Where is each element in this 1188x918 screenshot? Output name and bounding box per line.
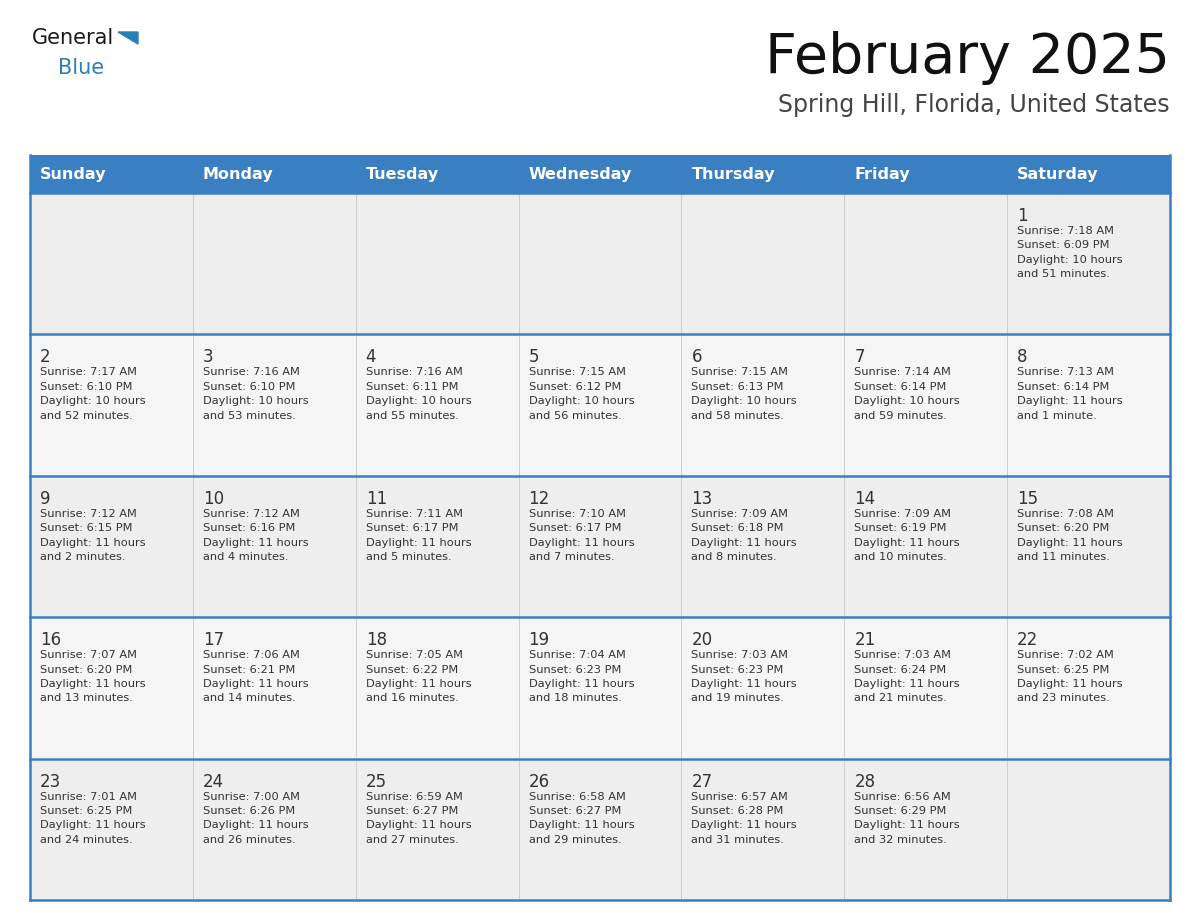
Bar bbox=[30, 155, 1170, 193]
Text: Sunrise: 6:59 AM
Sunset: 6:27 PM
Daylight: 11 hours
and 27 minutes.: Sunrise: 6:59 AM Sunset: 6:27 PM Dayligh… bbox=[366, 791, 472, 845]
Text: Sunrise: 7:12 AM
Sunset: 6:15 PM
Daylight: 11 hours
and 2 minutes.: Sunrise: 7:12 AM Sunset: 6:15 PM Dayligh… bbox=[40, 509, 146, 562]
Text: 6: 6 bbox=[691, 349, 702, 366]
Text: 2: 2 bbox=[40, 349, 51, 366]
Text: General: General bbox=[32, 28, 114, 48]
Text: February 2025: February 2025 bbox=[765, 31, 1170, 85]
Text: Sunrise: 7:11 AM
Sunset: 6:17 PM
Daylight: 11 hours
and 5 minutes.: Sunrise: 7:11 AM Sunset: 6:17 PM Dayligh… bbox=[366, 509, 472, 562]
Text: Sunrise: 6:58 AM
Sunset: 6:27 PM
Daylight: 11 hours
and 29 minutes.: Sunrise: 6:58 AM Sunset: 6:27 PM Dayligh… bbox=[529, 791, 634, 845]
Text: 28: 28 bbox=[854, 773, 876, 790]
Bar bbox=[30, 617, 1170, 758]
Text: Thursday: Thursday bbox=[691, 166, 775, 182]
Text: Sunrise: 7:00 AM
Sunset: 6:26 PM
Daylight: 11 hours
and 26 minutes.: Sunrise: 7:00 AM Sunset: 6:26 PM Dayligh… bbox=[203, 791, 309, 845]
Text: Spring Hill, Florida, United States: Spring Hill, Florida, United States bbox=[778, 93, 1170, 117]
Text: Sunrise: 7:03 AM
Sunset: 6:24 PM
Daylight: 11 hours
and 21 minutes.: Sunrise: 7:03 AM Sunset: 6:24 PM Dayligh… bbox=[854, 650, 960, 703]
Text: 16: 16 bbox=[40, 632, 61, 649]
Text: Sunrise: 7:13 AM
Sunset: 6:14 PM
Daylight: 11 hours
and 1 minute.: Sunrise: 7:13 AM Sunset: 6:14 PM Dayligh… bbox=[1017, 367, 1123, 420]
Text: 11: 11 bbox=[366, 490, 387, 508]
Text: Sunrise: 7:01 AM
Sunset: 6:25 PM
Daylight: 11 hours
and 24 minutes.: Sunrise: 7:01 AM Sunset: 6:25 PM Dayligh… bbox=[40, 791, 146, 845]
Text: 21: 21 bbox=[854, 632, 876, 649]
Text: Blue: Blue bbox=[58, 58, 105, 78]
Bar bbox=[30, 334, 1170, 476]
Text: 19: 19 bbox=[529, 632, 550, 649]
Text: 1: 1 bbox=[1017, 207, 1028, 225]
Text: Sunrise: 7:16 AM
Sunset: 6:10 PM
Daylight: 10 hours
and 53 minutes.: Sunrise: 7:16 AM Sunset: 6:10 PM Dayligh… bbox=[203, 367, 309, 420]
Text: Monday: Monday bbox=[203, 166, 273, 182]
Text: 13: 13 bbox=[691, 490, 713, 508]
Text: Sunrise: 6:57 AM
Sunset: 6:28 PM
Daylight: 11 hours
and 31 minutes.: Sunrise: 6:57 AM Sunset: 6:28 PM Dayligh… bbox=[691, 791, 797, 845]
Text: Sunrise: 7:02 AM
Sunset: 6:25 PM
Daylight: 11 hours
and 23 minutes.: Sunrise: 7:02 AM Sunset: 6:25 PM Dayligh… bbox=[1017, 650, 1123, 703]
Text: Sunrise: 7:09 AM
Sunset: 6:19 PM
Daylight: 11 hours
and 10 minutes.: Sunrise: 7:09 AM Sunset: 6:19 PM Dayligh… bbox=[854, 509, 960, 562]
Text: 10: 10 bbox=[203, 490, 225, 508]
Text: 7: 7 bbox=[854, 349, 865, 366]
Text: 5: 5 bbox=[529, 349, 539, 366]
Text: 3: 3 bbox=[203, 349, 214, 366]
Text: Sunrise: 7:16 AM
Sunset: 6:11 PM
Daylight: 10 hours
and 55 minutes.: Sunrise: 7:16 AM Sunset: 6:11 PM Dayligh… bbox=[366, 367, 472, 420]
Text: 17: 17 bbox=[203, 632, 225, 649]
Text: Saturday: Saturday bbox=[1017, 166, 1099, 182]
Bar bbox=[30, 476, 1170, 617]
Text: 24: 24 bbox=[203, 773, 225, 790]
Bar bbox=[30, 193, 1170, 334]
Text: Sunrise: 7:18 AM
Sunset: 6:09 PM
Daylight: 10 hours
and 51 minutes.: Sunrise: 7:18 AM Sunset: 6:09 PM Dayligh… bbox=[1017, 226, 1123, 279]
Polygon shape bbox=[118, 32, 138, 44]
Text: Sunrise: 7:05 AM
Sunset: 6:22 PM
Daylight: 11 hours
and 16 minutes.: Sunrise: 7:05 AM Sunset: 6:22 PM Dayligh… bbox=[366, 650, 472, 703]
Text: 9: 9 bbox=[40, 490, 51, 508]
Text: Sunrise: 7:15 AM
Sunset: 6:12 PM
Daylight: 10 hours
and 56 minutes.: Sunrise: 7:15 AM Sunset: 6:12 PM Dayligh… bbox=[529, 367, 634, 420]
Text: Sunrise: 7:03 AM
Sunset: 6:23 PM
Daylight: 11 hours
and 19 minutes.: Sunrise: 7:03 AM Sunset: 6:23 PM Dayligh… bbox=[691, 650, 797, 703]
Text: Sunrise: 7:07 AM
Sunset: 6:20 PM
Daylight: 11 hours
and 13 minutes.: Sunrise: 7:07 AM Sunset: 6:20 PM Dayligh… bbox=[40, 650, 146, 703]
Text: 26: 26 bbox=[529, 773, 550, 790]
Text: Sunrise: 7:10 AM
Sunset: 6:17 PM
Daylight: 11 hours
and 7 minutes.: Sunrise: 7:10 AM Sunset: 6:17 PM Dayligh… bbox=[529, 509, 634, 562]
Text: Sunrise: 7:08 AM
Sunset: 6:20 PM
Daylight: 11 hours
and 11 minutes.: Sunrise: 7:08 AM Sunset: 6:20 PM Dayligh… bbox=[1017, 509, 1123, 562]
Bar bbox=[30, 758, 1170, 900]
Text: Friday: Friday bbox=[854, 166, 910, 182]
Text: 14: 14 bbox=[854, 490, 876, 508]
Text: Wednesday: Wednesday bbox=[529, 166, 632, 182]
Text: Sunrise: 7:06 AM
Sunset: 6:21 PM
Daylight: 11 hours
and 14 minutes.: Sunrise: 7:06 AM Sunset: 6:21 PM Dayligh… bbox=[203, 650, 309, 703]
Text: 22: 22 bbox=[1017, 632, 1038, 649]
Text: Sunrise: 7:09 AM
Sunset: 6:18 PM
Daylight: 11 hours
and 8 minutes.: Sunrise: 7:09 AM Sunset: 6:18 PM Dayligh… bbox=[691, 509, 797, 562]
Text: Sunrise: 6:56 AM
Sunset: 6:29 PM
Daylight: 11 hours
and 32 minutes.: Sunrise: 6:56 AM Sunset: 6:29 PM Dayligh… bbox=[854, 791, 960, 845]
Text: Sunrise: 7:17 AM
Sunset: 6:10 PM
Daylight: 10 hours
and 52 minutes.: Sunrise: 7:17 AM Sunset: 6:10 PM Dayligh… bbox=[40, 367, 146, 420]
Text: Sunday: Sunday bbox=[40, 166, 107, 182]
Text: 8: 8 bbox=[1017, 349, 1028, 366]
Text: 25: 25 bbox=[366, 773, 387, 790]
Text: Sunrise: 7:15 AM
Sunset: 6:13 PM
Daylight: 10 hours
and 58 minutes.: Sunrise: 7:15 AM Sunset: 6:13 PM Dayligh… bbox=[691, 367, 797, 420]
Text: 23: 23 bbox=[40, 773, 62, 790]
Text: 20: 20 bbox=[691, 632, 713, 649]
Text: 27: 27 bbox=[691, 773, 713, 790]
Text: Sunrise: 7:14 AM
Sunset: 6:14 PM
Daylight: 10 hours
and 59 minutes.: Sunrise: 7:14 AM Sunset: 6:14 PM Dayligh… bbox=[854, 367, 960, 420]
Text: 4: 4 bbox=[366, 349, 377, 366]
Text: Tuesday: Tuesday bbox=[366, 166, 438, 182]
Text: 12: 12 bbox=[529, 490, 550, 508]
Text: 18: 18 bbox=[366, 632, 387, 649]
Text: Sunrise: 7:12 AM
Sunset: 6:16 PM
Daylight: 11 hours
and 4 minutes.: Sunrise: 7:12 AM Sunset: 6:16 PM Dayligh… bbox=[203, 509, 309, 562]
Text: 15: 15 bbox=[1017, 490, 1038, 508]
Text: Sunrise: 7:04 AM
Sunset: 6:23 PM
Daylight: 11 hours
and 18 minutes.: Sunrise: 7:04 AM Sunset: 6:23 PM Dayligh… bbox=[529, 650, 634, 703]
